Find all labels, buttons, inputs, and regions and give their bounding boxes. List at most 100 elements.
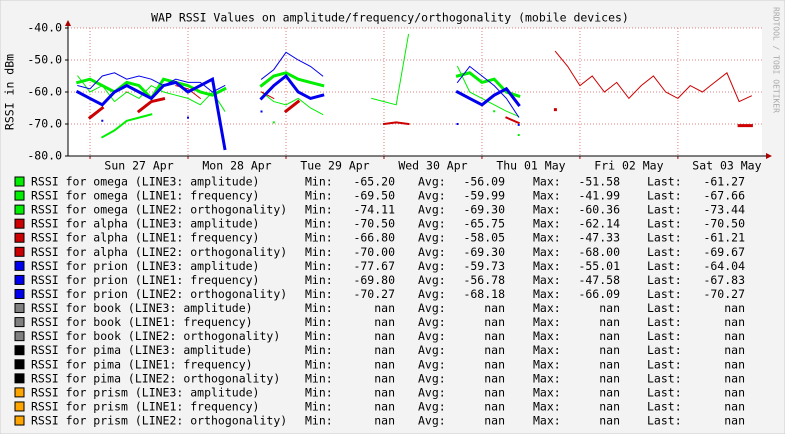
stat-value: nan [599,315,620,329]
stat-value: -58.05 [463,231,505,245]
stat-label: Last: [647,329,682,343]
y-axis-label: RSSI in dBm [3,54,17,130]
watermark: RRDTOOL / TOBI OETIKER [772,7,781,113]
legend-swatch [14,359,25,370]
stat-value: nan [484,371,505,385]
stat-value: -66.80 [353,231,395,245]
stat-value: nan [724,315,745,329]
stat-value: -70.50 [353,217,395,231]
stat-label: Last: [647,217,682,231]
series-line [382,116,521,126]
stat-value: nan [599,301,620,315]
legend-label: RSSI for alpha (LINE2: orthogonality) [31,245,287,259]
x-tick-label: Thu 01 May [496,159,565,173]
stat-label: Max: [533,371,561,385]
stat-value: -74.11 [353,203,395,217]
stat-label: Min: [305,371,333,385]
legend-swatch [14,331,25,342]
stat-label: Last: [647,357,682,371]
stat-label: Avg: [418,189,446,203]
stat-value: -51.58 [578,175,620,189]
stat-value: -70.00 [353,245,395,259]
legend-swatch [14,373,25,384]
stat-value: nan [374,301,395,315]
stat-value: nan [724,301,745,315]
stat-value: nan [599,414,620,428]
legend-label: RSSI for prism (LINE1: frequency) [31,399,259,413]
stat-value: -70.27 [353,287,395,301]
stat-value: nan [724,357,745,371]
legend-label: RSSI for prion (LINE2: orthogonality) [31,287,287,301]
stat-value: -62.14 [578,217,620,231]
stat-label: Min: [305,414,333,428]
x-tick-label: Wed 30 Apr [398,159,467,173]
stat-label: Min: [305,217,333,231]
y-tick-label: -80.0 [27,149,62,163]
y-tick-label: -70.0 [27,117,62,131]
stat-label: Max: [533,259,561,273]
stat-label: Last: [647,273,682,287]
legend-label: RSSI for alpha (LINE3: amplitude) [31,217,259,231]
stat-value: -66.09 [578,287,620,301]
legend-swatch [14,401,25,412]
stat-label: Min: [305,231,333,245]
stat-label: Max: [533,315,561,329]
stat-value: -69.67 [703,245,745,259]
stat-label: Min: [305,329,333,343]
stat-label: Last: [647,245,682,259]
stat-label: Avg: [418,414,446,428]
stat-label: Last: [647,315,682,329]
x-tick-label: Tue 29 Apr [300,159,369,173]
plot-area [68,28,762,156]
stat-label: Max: [533,287,561,301]
stat-value: nan [374,399,395,413]
stat-value: -77.67 [353,259,395,273]
stat-label: Min: [305,301,333,315]
stat-label: Min: [305,315,333,329]
legend-swatch [14,274,25,285]
legend-label: RSSI for pima (LINE2: orthogonality) [31,371,280,385]
x-axis-arrow [766,153,772,159]
stat-value: nan [374,414,395,428]
stat-label: Min: [305,287,333,301]
stat-value: -47.33 [578,231,620,245]
stat-value: nan [599,371,620,385]
stat-label: Avg: [418,329,446,343]
legend-swatch [14,190,25,201]
stat-value: -56.78 [463,273,505,287]
series-line [77,33,520,118]
stat-value: nan [484,357,505,371]
stat-value: -59.99 [463,189,505,203]
stat-label: Avg: [418,231,446,245]
legend: RSSI for omega (LINE3: amplitude) Min: -65… [14,175,745,428]
stat-value: nan [484,301,505,315]
axes [65,20,772,159]
stat-value: nan [599,357,620,371]
legend-label: RSSI for prion (LINE1: frequency) [31,273,259,287]
stat-label: Max: [533,231,561,245]
stat-label: Avg: [418,343,446,357]
stat-value: nan [374,371,395,385]
stat-value: -56.09 [463,175,505,189]
stat-label: Avg: [418,301,446,315]
stat-label: Min: [305,259,333,273]
legend-swatch [14,317,25,328]
stat-value: -70.27 [703,287,745,301]
stat-value: -61.27 [703,175,745,189]
legend-label: RSSI for prism (LINE2: orthogonality) [31,414,287,428]
stat-label: Min: [305,273,333,287]
series-line [100,110,520,139]
stat-label: Avg: [418,399,446,413]
stat-value: -55.01 [578,259,620,273]
stat-label: Max: [533,399,561,413]
series-line [87,97,753,128]
stat-label: Avg: [418,175,446,189]
stat-value: nan [484,329,505,343]
stat-value: -70.50 [703,217,745,231]
stat-value: -69.30 [463,203,505,217]
stat-label: Max: [533,217,561,231]
series-line [75,73,521,151]
legend-label: RSSI for book (LINE3: amplitude) [31,301,253,315]
stat-label: Max: [533,175,561,189]
stat-label: Avg: [418,287,446,301]
